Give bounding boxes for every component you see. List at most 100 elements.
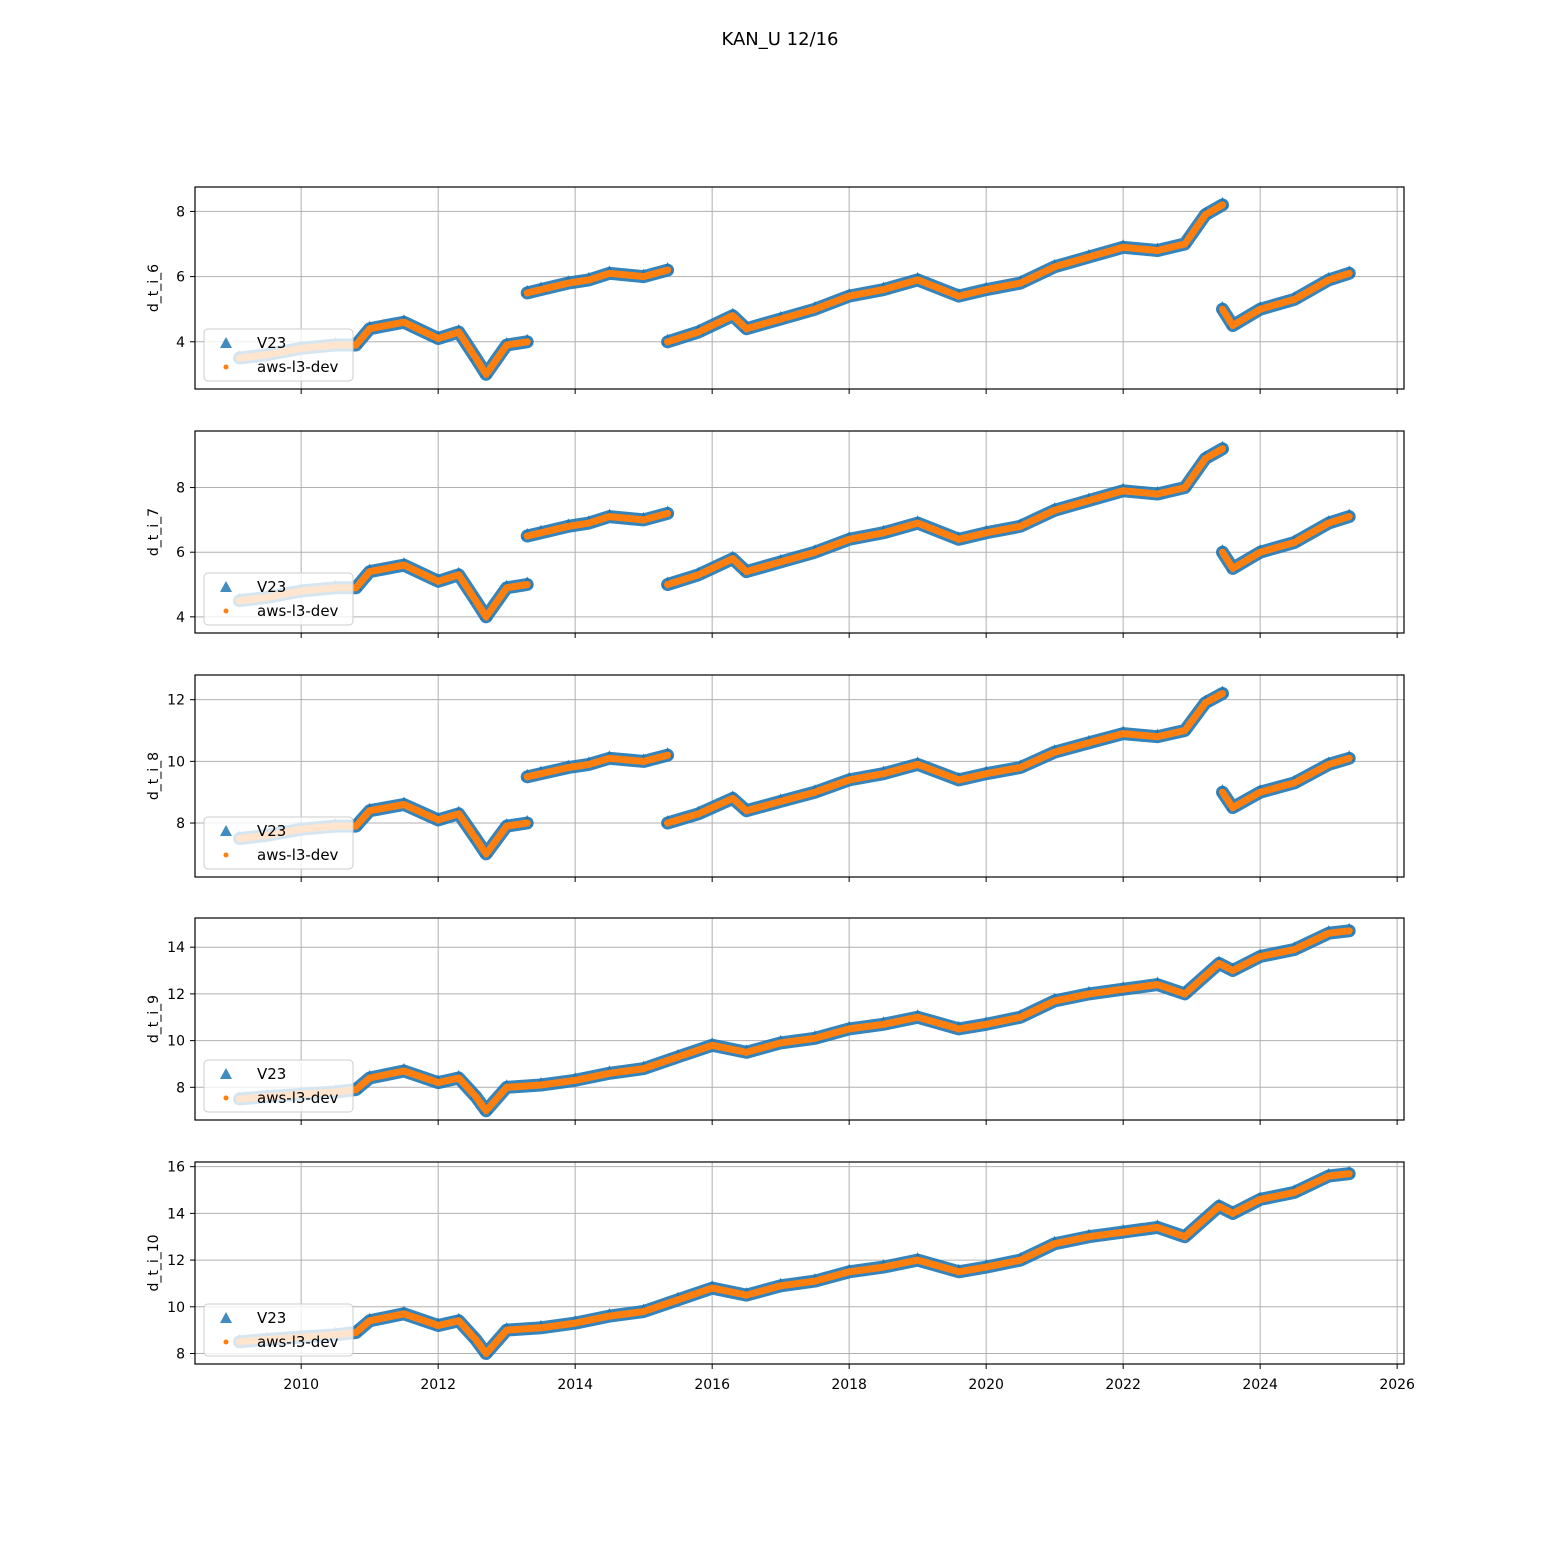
point-aws: [729, 555, 737, 563]
point-aws: [1256, 1195, 1264, 1203]
point-aws: [1325, 1172, 1333, 1180]
dot-icon: [223, 852, 229, 858]
point-aws: [1218, 201, 1226, 209]
y-axis-label: d_t_i_6: [146, 264, 162, 312]
point-aws: [1119, 1228, 1127, 1236]
point-aws: [1325, 276, 1333, 284]
point-aws: [1215, 960, 1223, 968]
point-aws: [1218, 690, 1226, 698]
point-aws: [694, 810, 702, 818]
axes-frame: [194, 1161, 1405, 1365]
point-aws: [982, 529, 990, 537]
point-aws: [1229, 967, 1237, 975]
point-aws: [455, 571, 463, 579]
legend-label-v23: V23: [257, 1309, 286, 1327]
dot-icon: [223, 1339, 229, 1345]
point-aws: [664, 819, 672, 827]
point-aws: [523, 819, 531, 827]
point-aws: [845, 776, 853, 784]
point-aws: [503, 1326, 511, 1334]
point-aws: [1218, 445, 1226, 453]
legend: V23 aws-l3-dev: [203, 572, 354, 626]
point-aws: [1051, 1240, 1059, 1248]
point-aws: [729, 794, 737, 802]
point-aws: [537, 770, 545, 778]
point-aws: [879, 770, 887, 778]
point-aws: [879, 286, 887, 294]
xtick-label: 2026: [1379, 1377, 1415, 1393]
point-aws: [982, 1263, 990, 1271]
point-aws: [434, 816, 442, 824]
point-aws: [1290, 1188, 1298, 1196]
ytick-label: 8: [176, 1346, 185, 1362]
point-aws: [400, 1067, 408, 1075]
series-v23: [233, 196, 1356, 381]
point-aws: [694, 328, 702, 336]
point-aws: [845, 1268, 853, 1276]
xtick-label: 2014: [557, 1377, 593, 1393]
point-aws: [366, 325, 374, 333]
point-aws: [955, 776, 963, 784]
point-aws: [537, 1324, 545, 1332]
point-aws: [1016, 1013, 1024, 1021]
point-aws: [914, 760, 922, 768]
axes-frame: [194, 674, 1405, 878]
legend-box: [203, 328, 354, 382]
point-aws: [523, 773, 531, 781]
point-aws: [1290, 779, 1298, 787]
point-aws: [955, 1025, 963, 1033]
point-aws: [455, 1074, 463, 1082]
point-aws: [664, 338, 672, 346]
point-aws: [455, 328, 463, 336]
point-aws: [742, 325, 750, 333]
ytick-label: 12: [167, 1253, 185, 1269]
point-aws: [482, 370, 490, 378]
ytick-label: 8: [176, 481, 185, 497]
point-aws: [879, 1020, 887, 1028]
point-aws: [1119, 243, 1127, 251]
point-aws: [664, 509, 672, 517]
point-aws: [955, 1268, 963, 1276]
point-aws: [564, 279, 572, 287]
point-aws: [1016, 764, 1024, 772]
point-aws: [503, 584, 511, 592]
point-aws: [982, 1020, 990, 1028]
point-aws: [1201, 211, 1209, 219]
point-aws: [523, 532, 531, 540]
point-aws: [664, 581, 672, 589]
point-aws: [564, 522, 572, 530]
point-aws: [472, 1093, 480, 1101]
point-aws: [352, 341, 360, 349]
point-aws: [472, 597, 480, 605]
point-aws: [1119, 985, 1127, 993]
point-aws: [777, 1282, 785, 1290]
point-aws: [664, 266, 672, 274]
point-aws: [982, 770, 990, 778]
point-aws: [503, 341, 511, 349]
ytick-label: 4: [176, 610, 185, 626]
legend: V23 aws-l3-dev: [203, 816, 354, 870]
point-aws: [811, 548, 819, 556]
triangle-icon: [220, 581, 232, 592]
point-aws: [694, 571, 702, 579]
point-aws: [1290, 295, 1298, 303]
y-axis-label: d_t_i_8: [146, 752, 162, 800]
subplot-5: 2010 2012 2014 2016 2018 2020 2022 2024 2026 8 10 1…: [146, 1160, 1415, 1393]
point-aws: [777, 1039, 785, 1047]
point-aws: [1215, 1202, 1223, 1210]
legend-label-aws: aws-l3-dev: [257, 358, 339, 376]
plot-area: [233, 440, 1356, 624]
point-aws: [571, 1076, 579, 1084]
series-aws-l3-dev: [236, 1170, 1353, 1357]
plot-area: [233, 1165, 1356, 1360]
point-aws: [523, 581, 531, 589]
point-aws: [523, 338, 531, 346]
y-axis-label: d_t_i_10: [146, 1234, 162, 1291]
point-aws: [1181, 240, 1189, 248]
point-aws: [605, 1312, 613, 1320]
point-aws: [564, 764, 572, 772]
plot-area: [233, 196, 1356, 381]
point-aws: [708, 1284, 716, 1292]
series-v23-band: [233, 924, 1356, 1118]
